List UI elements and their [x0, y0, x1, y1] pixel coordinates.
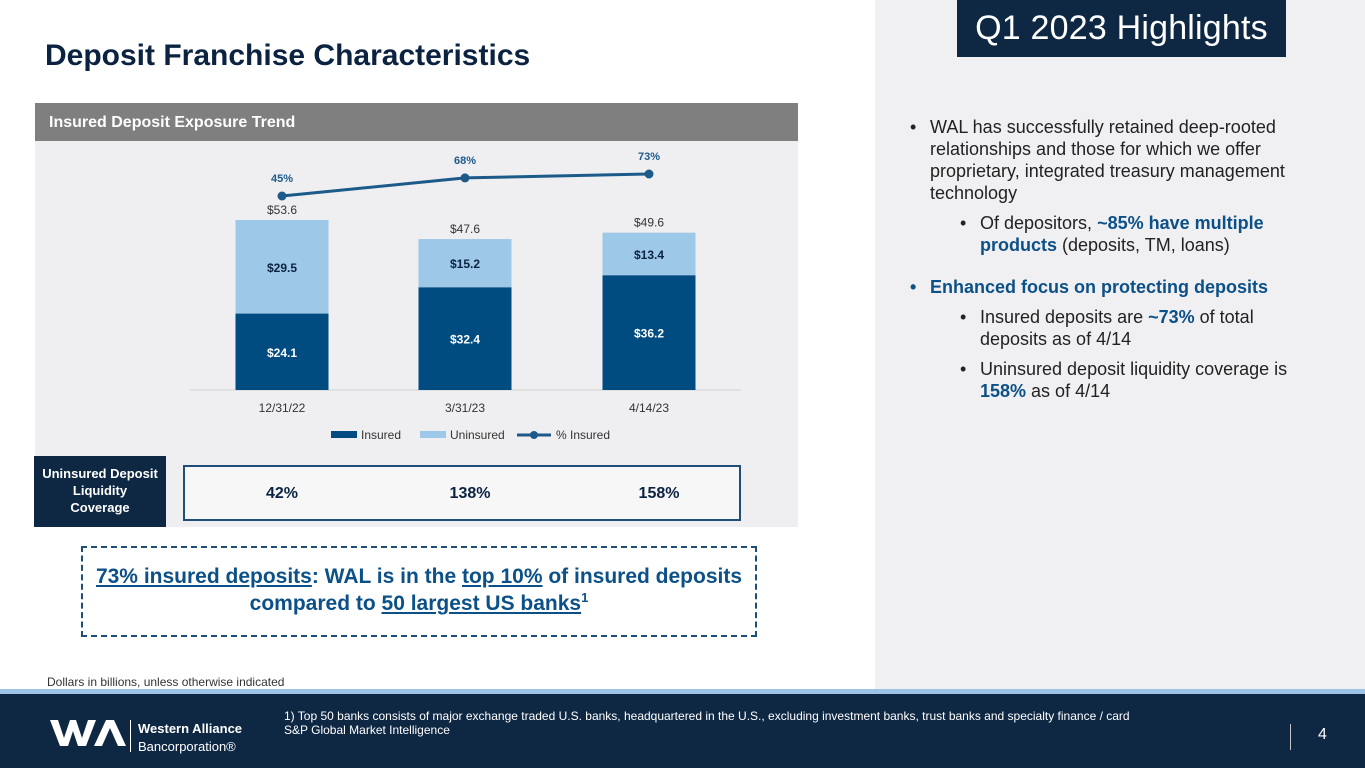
brand-name: Western Alliance Bancorporation® [138, 720, 242, 755]
legend-insured-label: Insured [361, 428, 401, 442]
bar-insured [235, 313, 329, 390]
x-tick-label: 12/31/22 [259, 401, 306, 415]
brand-line-1: Western Alliance [138, 721, 243, 736]
bullet-multiple-products: Of depositors, ~85% have multiple produc… [960, 213, 1310, 257]
legend-insured-swatch [331, 431, 357, 438]
legend-uninsured-swatch [420, 431, 446, 438]
highlights-label: Q1 2023 Highlights [957, 0, 1286, 57]
page-divider [1290, 724, 1291, 750]
bullet-highlight: 158% [980, 380, 1027, 401]
bar-insured [602, 275, 696, 390]
units-note: Dollars in billions, unless otherwise in… [47, 675, 285, 689]
coverage-value-2: 138% [449, 485, 491, 502]
bullet-protecting-deposits: Enhanced focus on protecting deposits [910, 277, 1310, 299]
page-title: Deposit Franchise Characteristics [45, 39, 531, 72]
pct-insured-point [277, 191, 287, 201]
bullet-highlight: ~85% have multiple products [980, 212, 1264, 255]
bar-insured-label: $32.4 [450, 333, 480, 347]
bar-uninsured [235, 220, 329, 314]
insured-deposits-callout: 73% insured deposits: WAL is in the top … [81, 546, 757, 637]
bar-uninsured [602, 232, 696, 276]
bar-insured-label: $24.1 [267, 346, 297, 360]
bullet-text: Of depositors, [980, 212, 1098, 233]
legend-pct-label: % Insured [556, 428, 610, 442]
footer-source-note: 1) Top 50 banks consists of major exchan… [284, 709, 1130, 738]
pct-insured-point [460, 173, 470, 183]
bar-uninsured-label: $13.4 [634, 248, 664, 262]
bullet-text: Uninsured deposit liquidity coverage is [980, 358, 1288, 379]
brand-divider [130, 720, 131, 752]
bar-insured-label: $36.2 [634, 327, 664, 341]
pct-insured-label: 68% [454, 155, 476, 167]
bar-uninsured-label: $15.2 [450, 257, 480, 271]
coverage-label: Uninsured Deposit Liquidity Coverage [34, 456, 166, 527]
coverage-value-1: 42% [265, 485, 299, 502]
callout-text-2: of insured deposits compared to [249, 565, 743, 616]
chart-header: Insured Deposit Exposure Trend [35, 103, 798, 141]
bar-total-label: $49.6 [634, 216, 664, 230]
bar-total-label: $47.6 [450, 222, 480, 236]
bullet-text: Insured deposits are [980, 306, 1149, 327]
callout-top-10: top 10% [461, 565, 543, 588]
pct-insured-label: 45% [271, 173, 293, 185]
bar-uninsured-label: $29.5 [267, 261, 297, 275]
footer-note-line-1: 1) Top 50 banks consists of major exchan… [284, 709, 1130, 723]
western-alliance-logo-icon [50, 720, 126, 746]
bar-uninsured [418, 239, 512, 288]
bullet-insured-share: Insured deposits are ~73% of total depos… [960, 307, 1310, 351]
legend-pct-marker [530, 431, 538, 439]
coverage-values-box: 42% 138% 158% [183, 465, 741, 521]
pct-insured-point [644, 169, 654, 179]
callout-largest-banks: 50 largest US banks [381, 592, 582, 616]
page-number: 4 [1318, 726, 1327, 743]
highlights-bullets: WAL has successfully retained deep-roote… [910, 117, 1310, 410]
pct-insured-label: 73% [638, 151, 660, 163]
footer-note-line-2: S&P Global Market Intelligence [284, 722, 450, 737]
bullet-text: as of 4/14 [1026, 380, 1111, 401]
brand-line-2: Bancorporation® [138, 738, 236, 754]
legend-uninsured-label: Uninsured [450, 428, 505, 442]
x-tick-label: 4/14/23 [629, 401, 669, 415]
callout-insured-deposits: 73% insured deposits [95, 565, 312, 588]
footer: Western Alliance Bancorporation® 1) Top … [0, 689, 1365, 768]
callout-text-1: : WAL is in the [311, 565, 462, 588]
coverage-value-3: 158% [638, 485, 680, 502]
bar-insured [418, 287, 512, 390]
bullet-retained-relationships: WAL has successfully retained deep-roote… [910, 117, 1310, 205]
bullet-text: of total deposits as of 4/14 [980, 306, 1254, 349]
bar-total-label: $53.6 [267, 203, 297, 217]
bullet-liquidity-coverage: Uninsured deposit liquidity coverage is … [960, 359, 1310, 403]
x-tick-label: 3/31/23 [445, 401, 485, 415]
bullet-highlight: ~73% [1148, 306, 1195, 327]
bullet-text: (deposits, TM, loans) [1057, 234, 1230, 255]
callout-footnote-ref: 1 [581, 590, 589, 606]
